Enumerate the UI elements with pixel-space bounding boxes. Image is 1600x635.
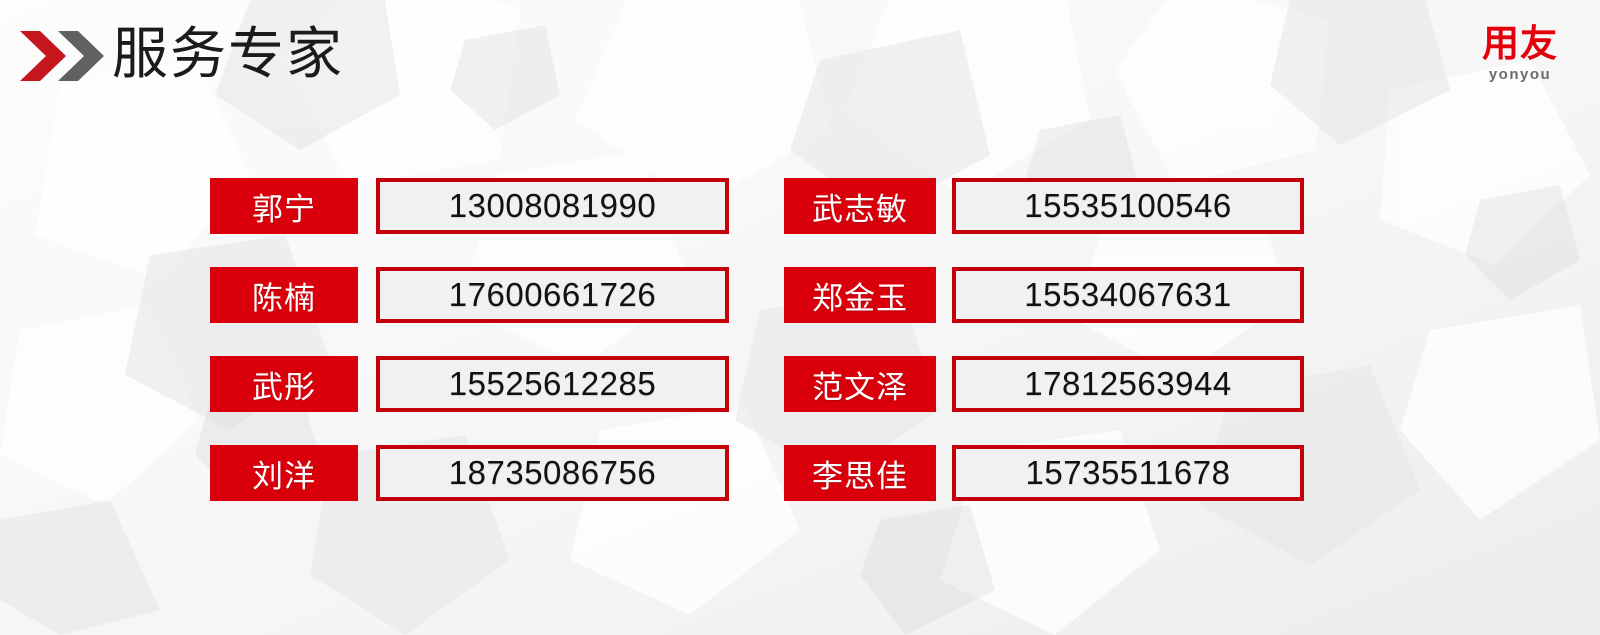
- contact-phone-box[interactable]: 17600661726: [376, 267, 729, 323]
- contact-row: 刘洋 18735086756: [210, 445, 729, 501]
- logo-chinese-text: 用友: [1482, 22, 1558, 65]
- chevron-icon-gray: [58, 31, 104, 81]
- contact-name-chip[interactable]: 武彤: [210, 356, 358, 412]
- contact-row: 武彤 15525612285: [210, 356, 729, 412]
- contact-phone-box[interactable]: 13008081990: [376, 178, 729, 234]
- contact-row: 武志敏 15535100546: [784, 178, 1304, 234]
- contact-phone-box[interactable]: 15525612285: [376, 356, 729, 412]
- contact-name-chip[interactable]: 陈楠: [210, 267, 358, 323]
- contact-row: 郑金玉 15534067631: [784, 267, 1304, 323]
- double-chevron-icon: [18, 28, 104, 84]
- page-title: 服务专家: [112, 22, 344, 87]
- contact-name-char: 洋: [284, 458, 316, 495]
- contact-name-chip[interactable]: 郑金玉: [784, 267, 936, 323]
- contact-name-char: 武: [252, 369, 284, 406]
- contact-phone-box[interactable]: 18735086756: [376, 445, 729, 501]
- contact-name-chip[interactable]: 郭宁: [210, 178, 358, 234]
- page-header: 服务专家 用友 yonyou: [0, 0, 1600, 120]
- yonyou-logo: 用友 yonyou: [1462, 22, 1578, 84]
- contact-name-chip[interactable]: 武志敏: [784, 178, 936, 234]
- contact-column-right: 武志敏 15535100546 郑金玉 15534067631 范文泽 1781…: [784, 178, 1304, 501]
- contact-phone-box[interactable]: 15535100546: [952, 178, 1304, 234]
- contact-name-char: 陈: [252, 280, 284, 317]
- contact-name-chip[interactable]: 范文泽: [784, 356, 936, 412]
- contact-row: 范文泽 17812563944: [784, 356, 1304, 412]
- chevron-icon-red: [20, 31, 66, 81]
- contact-phone-box[interactable]: 15735511678: [952, 445, 1304, 501]
- contact-row: 陈楠 17600661726: [210, 267, 729, 323]
- logo-latin-text: yonyou: [1488, 66, 1552, 83]
- contact-row: 郭宁 13008081990: [210, 178, 729, 234]
- contact-row: 李思佳 15735511678: [784, 445, 1304, 501]
- contact-name-char: 郭: [252, 191, 284, 228]
- contact-phone-box[interactable]: 15534067631: [952, 267, 1304, 323]
- contact-name-char: 刘: [252, 458, 284, 495]
- contact-column-left: 郭宁 13008081990 陈楠 17600661726 武彤 1552561…: [210, 178, 729, 501]
- contact-name-char: 彤: [284, 369, 316, 406]
- contact-phone-box[interactable]: 17812563944: [952, 356, 1304, 412]
- contact-name-char: 楠: [284, 280, 316, 317]
- contact-name-chip[interactable]: 刘洋: [210, 445, 358, 501]
- contact-name-char: 宁: [284, 191, 316, 228]
- contact-name-chip[interactable]: 李思佳: [784, 445, 936, 501]
